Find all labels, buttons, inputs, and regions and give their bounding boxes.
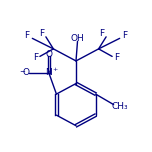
Text: F: F <box>33 53 38 62</box>
Text: OH: OH <box>71 34 84 43</box>
Text: F: F <box>114 53 119 62</box>
Text: F: F <box>39 29 44 38</box>
Text: F: F <box>99 29 104 38</box>
Text: O: O <box>45 50 52 59</box>
Text: N: N <box>45 69 52 78</box>
Text: CH₃: CH₃ <box>111 102 128 111</box>
Text: F: F <box>24 31 29 40</box>
Text: +: + <box>53 67 58 72</box>
Text: −: − <box>20 69 26 75</box>
Text: O: O <box>23 69 30 78</box>
Text: F: F <box>122 31 127 40</box>
